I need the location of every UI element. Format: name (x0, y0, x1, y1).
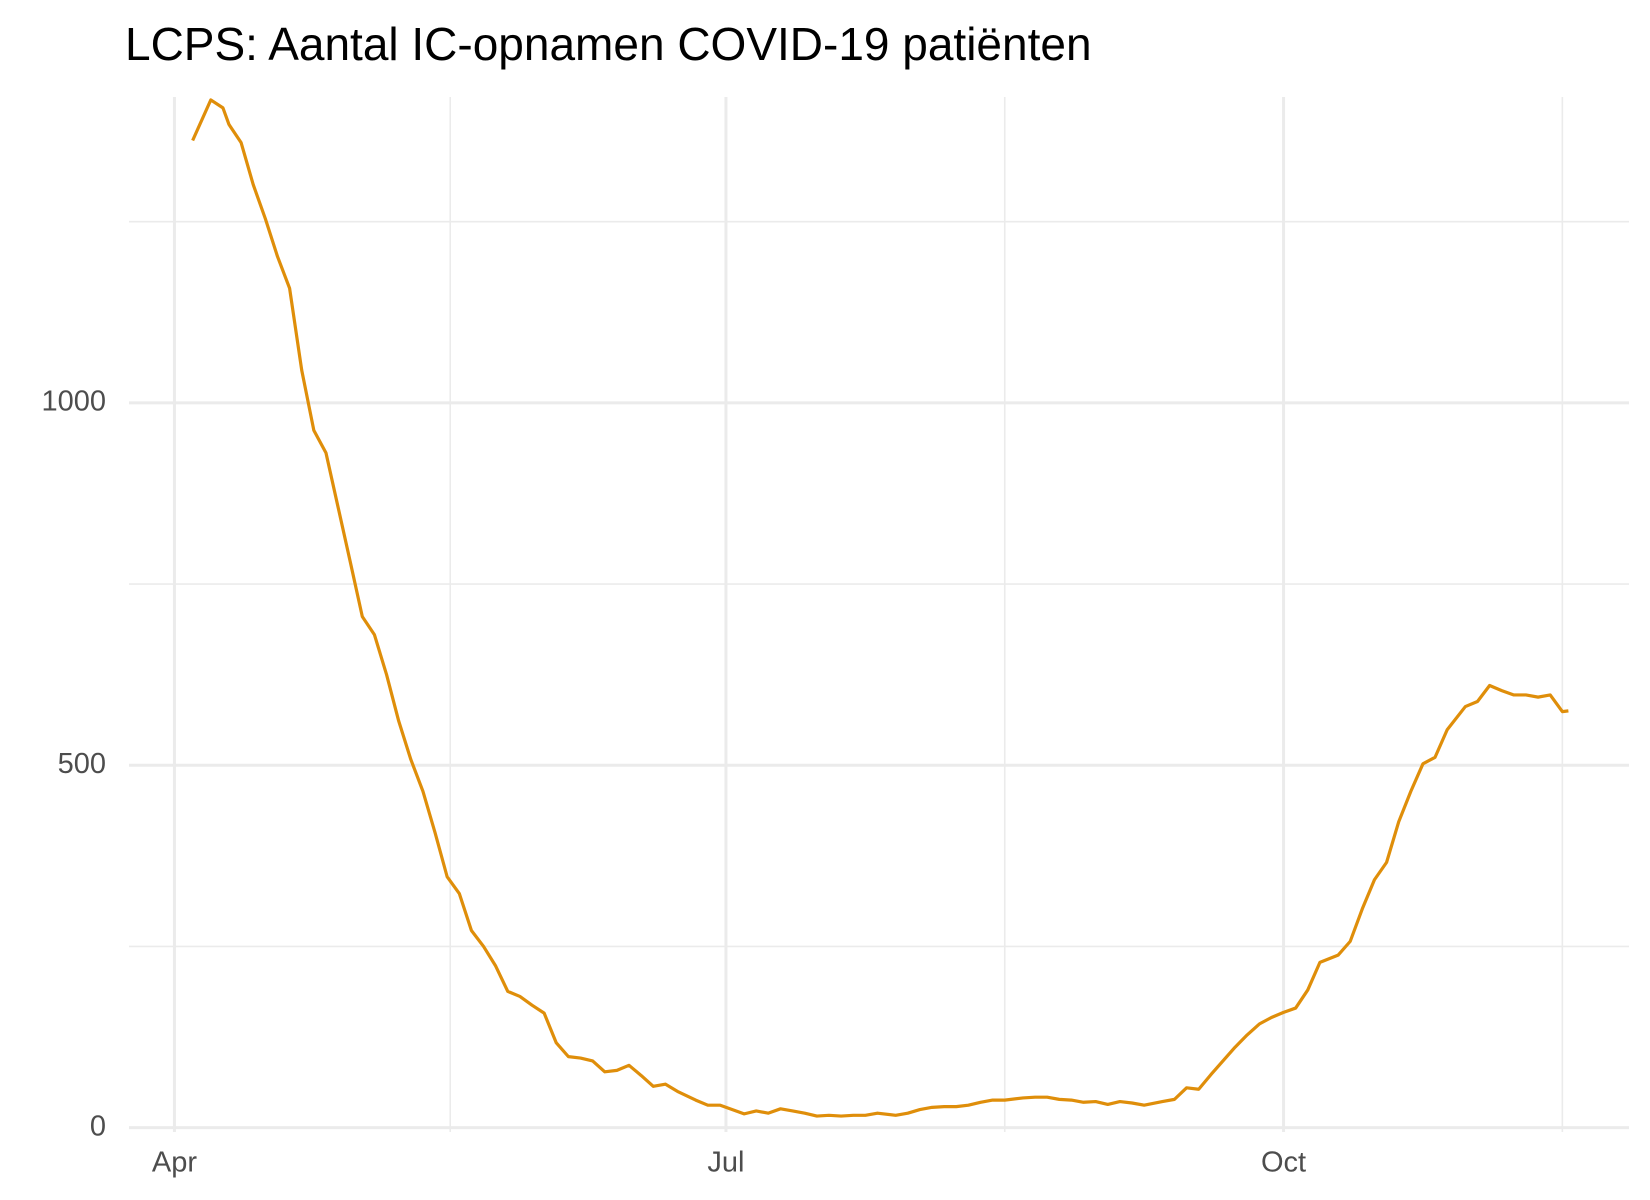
x-tick-label: Jul (707, 1147, 744, 1179)
y-tick-label: 1000 (41, 386, 106, 418)
chart-title: LCPS: Aantal IC-opnamen COVID-19 patiënt… (125, 18, 1092, 70)
y-tick-label: 500 (58, 748, 106, 780)
x-tick-label: Apr (152, 1147, 197, 1179)
data-line (191, 98, 1569, 1118)
y-tick-label: 0 (90, 1110, 106, 1142)
x-tick-label: Oct (1261, 1147, 1306, 1179)
